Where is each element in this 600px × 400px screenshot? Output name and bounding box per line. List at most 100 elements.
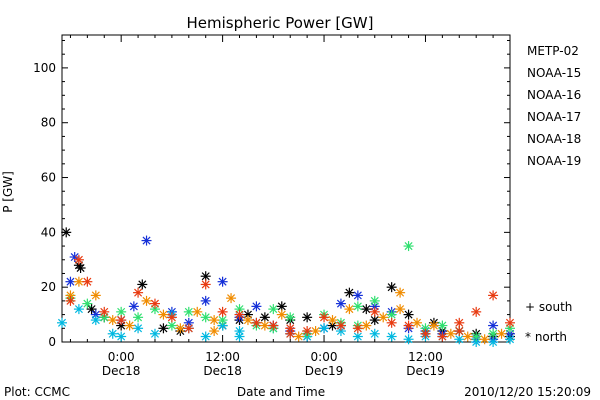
data-point — [73, 304, 84, 315]
legend-entry: NOAA-15 — [527, 66, 581, 80]
data-point — [462, 331, 473, 342]
data-point — [445, 328, 456, 339]
data-point — [471, 331, 482, 342]
data-point — [251, 301, 262, 312]
data-point — [90, 315, 101, 326]
data-point — [107, 328, 118, 339]
data-point — [386, 317, 397, 328]
data-point — [200, 271, 211, 282]
data-point — [479, 334, 490, 345]
x-tick-date-label: Dec19 — [406, 364, 445, 378]
data-point — [200, 279, 211, 290]
data-point — [488, 328, 499, 339]
data-point — [234, 331, 245, 342]
data-point — [454, 326, 465, 337]
data-point — [352, 323, 363, 334]
y-tick-label: 80 — [41, 116, 56, 130]
data-point — [82, 298, 93, 309]
data-point — [65, 276, 76, 287]
data-point — [327, 315, 338, 326]
data-point — [386, 331, 397, 342]
series-noaa-18 — [65, 276, 507, 345]
data-point — [107, 315, 118, 326]
y-tick-label: 20 — [41, 280, 56, 294]
x-tick-date-label: Dec18 — [203, 364, 242, 378]
data-point — [65, 295, 76, 306]
data-point — [242, 315, 253, 326]
y-tick-label: 0 — [48, 335, 56, 349]
data-point — [302, 326, 313, 337]
data-point — [158, 309, 169, 320]
data-point — [90, 290, 101, 301]
data-point — [137, 279, 148, 290]
data-point — [285, 323, 296, 334]
data-point — [82, 276, 93, 287]
plot-timestamp: 2010/12/20 15:20:09 — [464, 385, 591, 399]
data-point — [175, 323, 186, 334]
data-point — [395, 304, 406, 315]
y-tick-label: 60 — [41, 171, 56, 185]
x-axis-label: Date and Time — [237, 385, 325, 399]
x-tick-time-label: 12:00 — [408, 350, 443, 364]
data-point — [234, 309, 245, 320]
data-point — [166, 312, 177, 323]
data-point — [488, 290, 499, 301]
data-point — [73, 254, 84, 265]
data-point — [344, 287, 355, 298]
data-point — [183, 323, 194, 334]
data-point — [412, 317, 423, 328]
data-point — [285, 312, 296, 323]
data-point — [141, 295, 152, 306]
marker-key-south: + south — [525, 300, 572, 314]
data-point — [505, 334, 515, 345]
x-tick-date-label: Dec19 — [305, 364, 344, 378]
legend: METP-02 NOAA-15 NOAA-16 NOAA-17 NOAA-18 NOAA-… — [527, 44, 581, 168]
data-point — [86, 304, 97, 315]
data-point — [183, 306, 194, 317]
data-point — [158, 323, 169, 334]
data-point — [335, 320, 346, 331]
data-point — [200, 295, 211, 306]
x-tick-time-label: 0:00 — [311, 350, 338, 364]
data-point — [361, 304, 372, 315]
chart-title: Hemispheric Power [GW] — [187, 14, 374, 32]
plot-area: 0204060801000:00Dec1812:00Dec180:00Dec19… — [33, 34, 511, 378]
data-point — [75, 262, 86, 273]
data-point — [73, 276, 84, 287]
data-point — [378, 312, 389, 323]
data-point — [302, 312, 313, 323]
data-point — [133, 323, 144, 334]
data-point — [149, 328, 160, 339]
series-noaa-19 — [65, 254, 515, 342]
data-point — [192, 306, 203, 317]
data-point — [395, 287, 406, 298]
data-point — [428, 320, 439, 331]
data-point — [57, 317, 67, 328]
data-point — [209, 326, 220, 337]
data-point — [128, 301, 139, 312]
data-point — [335, 298, 346, 309]
x-tick-date-label: Dec18 — [102, 364, 141, 378]
data-point — [217, 276, 228, 287]
data-point — [496, 328, 507, 339]
data-point — [141, 235, 152, 246]
data-point — [310, 326, 321, 337]
x-tick-time-label: 12:00 — [205, 350, 240, 364]
data-point — [133, 312, 144, 323]
legend-entry: NOAA-19 — [527, 154, 581, 168]
y-axis-label: P [GW] — [1, 171, 15, 213]
data-point — [403, 241, 414, 252]
data-point — [268, 304, 279, 315]
data-point — [268, 320, 279, 331]
data-point — [259, 320, 270, 331]
data-point — [319, 323, 330, 334]
data-point — [386, 282, 397, 293]
data-point — [124, 320, 135, 331]
plot-border — [61, 34, 511, 343]
data-point — [437, 331, 448, 342]
data-point — [217, 315, 228, 326]
data-point — [149, 298, 160, 309]
data-point — [226, 293, 237, 304]
data-point — [276, 309, 287, 320]
